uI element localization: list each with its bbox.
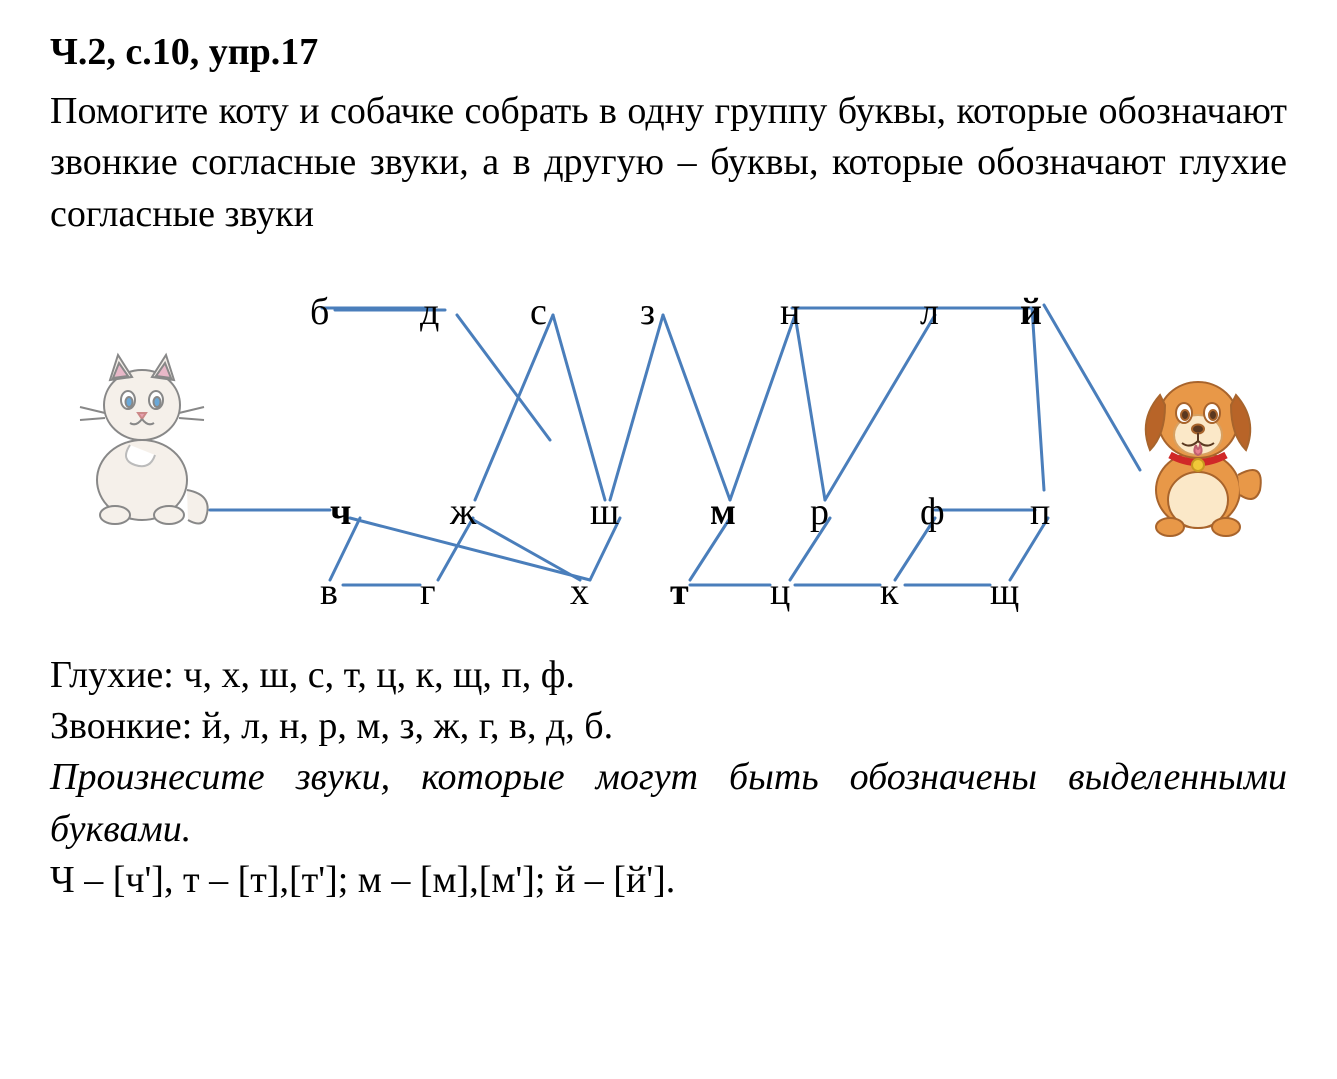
letter-r: р xyxy=(810,490,829,534)
phonetics-line: Ч – [ч'], т – [т],[т']; м – [м],[м']; й … xyxy=(50,855,1287,906)
letter-diagram: б д с з н л й ч ж ш м р ф п в г х т ц к щ xyxy=(50,260,1287,640)
exercise-page: Ч.2, с.10, упр.17 Помогите коту и собачк… xyxy=(0,0,1337,936)
letter-ch: ч xyxy=(330,490,351,534)
letter-s: с xyxy=(530,290,547,334)
exercise-header: Ч.2, с.10, упр.17 xyxy=(50,30,1287,74)
letter-k: к xyxy=(880,570,898,614)
letter-g: г xyxy=(420,570,436,614)
exercise-intro: Помогите коту и собачке собрать в одну г… xyxy=(50,86,1287,240)
voiced-letters: й, л, н, р, м, з, ж, г, в, д, б. xyxy=(202,705,613,747)
letter-t: т xyxy=(670,570,689,614)
letter-f: ф xyxy=(920,490,945,534)
letter-p: п xyxy=(1030,490,1050,534)
deaf-line: Глухие: ч, х, ш, с, т, ц, к, щ, п, ф. xyxy=(50,650,1287,701)
letter-j: й xyxy=(1020,290,1042,334)
letter-v: в xyxy=(320,570,338,614)
letter-sch: щ xyxy=(990,570,1019,614)
letter-ts: ц xyxy=(770,570,790,614)
letter-z: з xyxy=(640,290,655,334)
letter-sh: ш xyxy=(590,490,619,534)
letter-m: м xyxy=(710,490,736,534)
letter-l: л xyxy=(920,290,939,334)
letter-d: д xyxy=(420,290,439,334)
letter-x: х xyxy=(570,570,589,614)
deaf-letters: ч, х, ш, с, т, ц, к, щ, п, ф. xyxy=(183,654,575,696)
letter-n: н xyxy=(780,290,800,334)
deaf-label: Глухие: xyxy=(50,654,183,696)
voiced-label: Звонкие: xyxy=(50,705,202,747)
letter-zh: ж xyxy=(450,490,476,534)
letter-b: б xyxy=(310,290,329,334)
answers-block: Глухие: ч, х, ш, с, т, ц, к, щ, п, ф. Зв… xyxy=(50,650,1287,906)
voiced-line: Звонкие: й, л, н, р, м, з, ж, г, в, д, б… xyxy=(50,701,1287,752)
task-italic: Произнесите звуки, которые могут быть об… xyxy=(50,752,1287,855)
